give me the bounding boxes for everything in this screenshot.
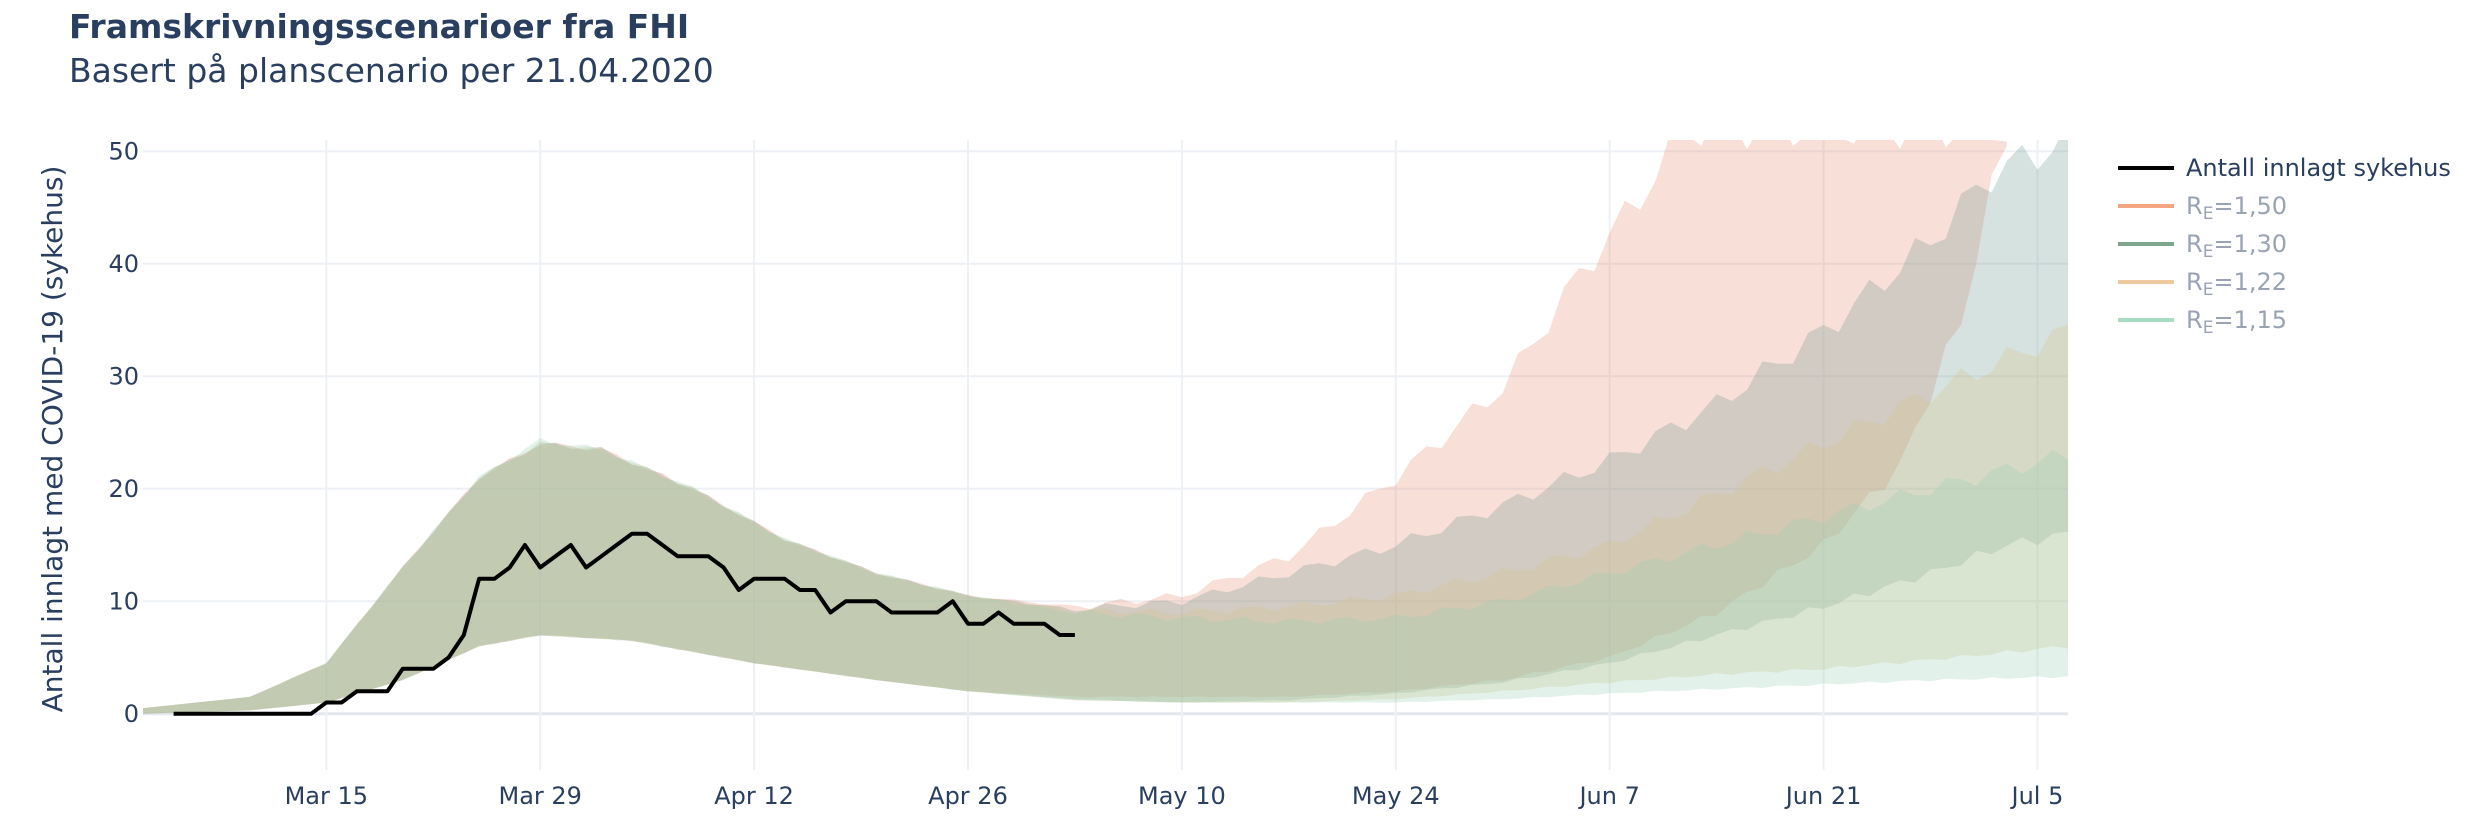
legend-item[interactable]: RE=1,22 [2118,268,2287,300]
x-tick-label: Apr 26 [928,782,1008,810]
x-tick-label: Jul 5 [2010,782,2064,810]
chart-title: Framskrivningsscenarioer fra FHI [69,7,689,46]
gridlines [143,140,2068,770]
y-tick-label: 40 [108,250,139,278]
x-tick-label: Apr 12 [714,782,794,810]
observed-series [173,531,1075,716]
x-tick-label: May 24 [1352,782,1440,810]
chart-subtitle: Basert på planscenario per 21.04.2020 [69,51,714,90]
x-tick-label: Jun 21 [1784,782,1862,810]
legend-item[interactable]: RE=1,15 [2118,306,2287,338]
y-tick-label: 20 [108,475,139,503]
band-re-1-15 [143,438,2068,714]
legend-item[interactable]: RE=1,30 [2118,230,2287,262]
legend[interactable]: Antall innlagt sykehus RE=1,50 RE=1,30 RE=1… [2118,154,2451,338]
y-axis-label: Antall innlagt med COVID-19 (sykehus) [36,166,69,713]
legend-label: RE=1,50 [2186,192,2287,224]
x-tick-label: May 10 [1138,782,1226,810]
y-axis: 0 10 20 30 40 50 [108,137,139,728]
x-axis: Mar 15 Mar 29 Apr 12 Apr 26 May 10 May 24 Jun … [285,782,2064,810]
legend-label: RE=1,22 [2186,268,2287,300]
band-re-1-22 [143,324,2068,714]
legend-label: RE=1,30 [2186,230,2287,262]
legend-item[interactable]: RE=1,50 [2118,192,2287,224]
x-tick-label: Mar 15 [285,782,368,810]
scenario-bands [143,140,2068,714]
y-tick-label: 30 [108,362,139,390]
y-tick-label: 50 [108,137,139,165]
band-re-1-50 [143,140,2007,714]
x-tick-label: Jun 7 [1577,782,1639,810]
legend-label: RE=1,15 [2186,306,2287,338]
band-re-1-30 [143,140,2068,714]
legend-label: Antall innlagt sykehus [2186,154,2451,182]
x-tick-label: Mar 29 [498,782,581,810]
y-tick-label: 0 [124,700,139,728]
legend-item[interactable]: Antall innlagt sykehus [2118,154,2451,182]
observed-line [173,531,1075,716]
y-tick-label: 10 [108,587,139,615]
